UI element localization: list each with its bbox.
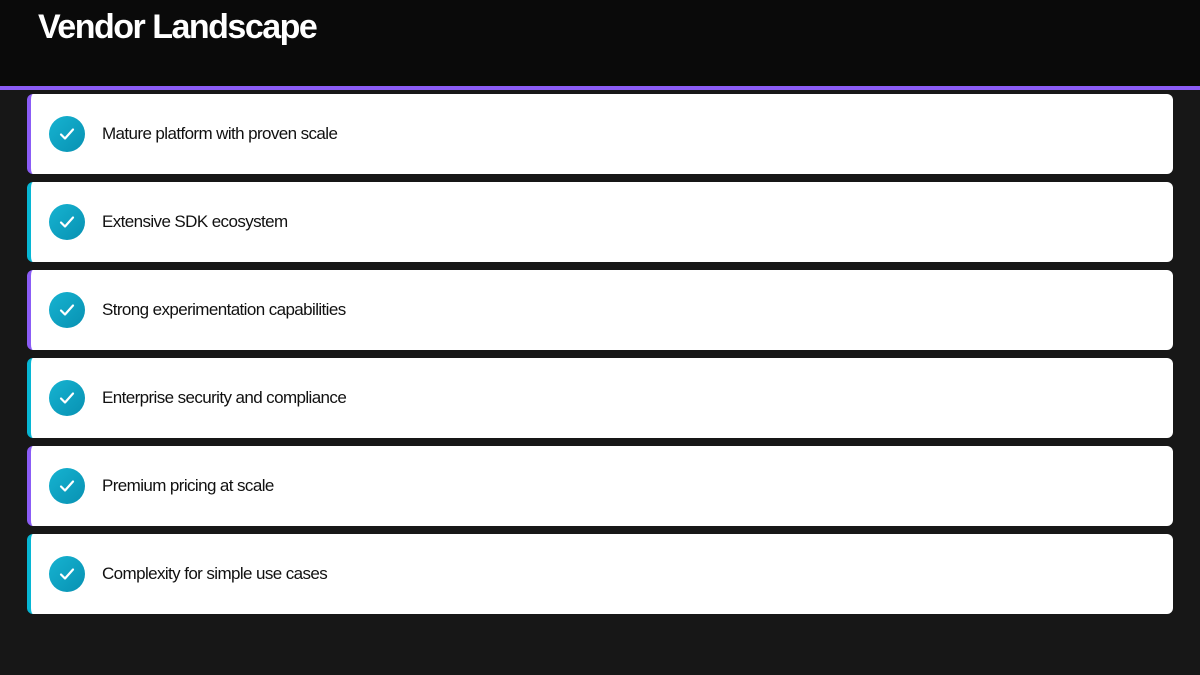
item-label: Complexity for simple use cases [102, 564, 328, 583]
item-label: Premium pricing at scale [102, 476, 274, 495]
item-label: Enterprise security and compliance [102, 388, 347, 407]
list-item: Complexity for simple use cases [27, 534, 1173, 614]
list-item: Premium pricing at scale [27, 446, 1173, 526]
check-circle-icon [49, 380, 85, 416]
item-label: Mature platform with proven scale [102, 124, 338, 143]
check-circle-icon [49, 556, 85, 592]
item-label: Extensive SDK ecosystem [102, 212, 288, 231]
item-label: Strong experimentation capabilities [102, 300, 346, 319]
check-circle-icon [49, 116, 85, 152]
header: Vendor Landscape [0, 0, 1200, 90]
list-item: Mature platform with proven scale [27, 94, 1173, 174]
list-item: Extensive SDK ecosystem [27, 182, 1173, 262]
check-circle-icon [49, 468, 85, 504]
list-item: Enterprise security and compliance [27, 358, 1173, 438]
list-item: Strong experimentation capabilities [27, 270, 1173, 350]
item-list: Mature platform with proven scale Extens… [27, 94, 1173, 622]
check-circle-icon [49, 292, 85, 328]
check-circle-icon [49, 204, 85, 240]
page-title: Vendor Landscape [38, 8, 318, 46]
